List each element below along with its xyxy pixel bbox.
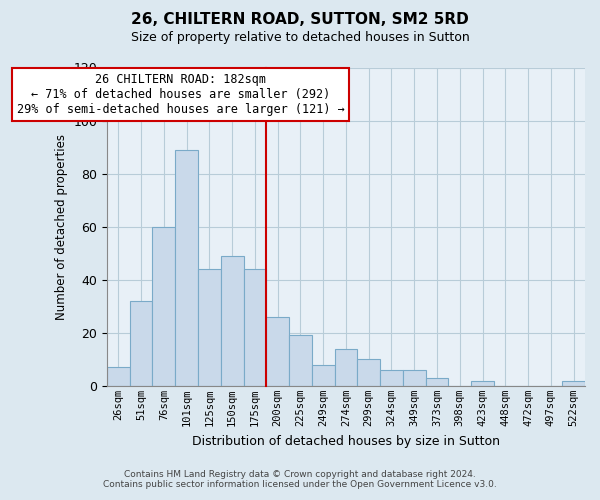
Text: 26, CHILTERN ROAD, SUTTON, SM2 5RD: 26, CHILTERN ROAD, SUTTON, SM2 5RD [131, 12, 469, 28]
Bar [198, 269, 221, 386]
Bar [289, 336, 312, 386]
Bar [107, 368, 130, 386]
Y-axis label: Number of detached properties: Number of detached properties [55, 134, 68, 320]
Bar [221, 256, 244, 386]
Bar [244, 269, 266, 386]
Bar [175, 150, 198, 386]
Bar [425, 378, 448, 386]
Bar [471, 380, 494, 386]
X-axis label: Distribution of detached houses by size in Sutton: Distribution of detached houses by size … [192, 434, 500, 448]
Bar [380, 370, 403, 386]
Bar [312, 364, 335, 386]
Bar [152, 226, 175, 386]
Bar [562, 380, 585, 386]
Bar [358, 360, 380, 386]
Text: 26 CHILTERN ROAD: 182sqm
← 71% of detached houses are smaller (292)
29% of semi-: 26 CHILTERN ROAD: 182sqm ← 71% of detach… [17, 73, 345, 116]
Text: Contains HM Land Registry data © Crown copyright and database right 2024.
Contai: Contains HM Land Registry data © Crown c… [103, 470, 497, 489]
Bar [335, 348, 358, 386]
Bar [403, 370, 425, 386]
Bar [130, 301, 152, 386]
Bar [266, 317, 289, 386]
Text: Size of property relative to detached houses in Sutton: Size of property relative to detached ho… [131, 31, 469, 44]
